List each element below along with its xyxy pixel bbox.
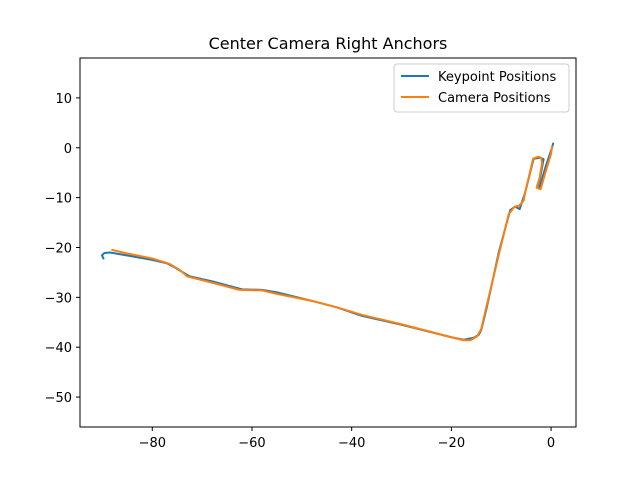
x-tick-label: −20 xyxy=(438,436,465,451)
legend-box xyxy=(393,63,570,113)
y-tick-label: −40 xyxy=(45,341,72,356)
plot-area xyxy=(80,58,576,427)
y-tick-label: −10 xyxy=(45,192,72,207)
y-tick-label: −20 xyxy=(45,241,72,256)
legend-label-camera: Camera Positions xyxy=(438,91,551,106)
x-tick-label: −40 xyxy=(338,436,365,451)
series-line-camera-positions xyxy=(111,145,554,342)
x-tick-label: −80 xyxy=(139,436,166,451)
x-tick-label: 0 xyxy=(547,436,555,451)
legend-label-keypoint: Keypoint Positions xyxy=(438,70,556,85)
y-tick-label: −50 xyxy=(45,391,72,406)
legend: Keypoint Positions Camera Positions xyxy=(393,63,570,113)
chart-title: Center Camera Right Anchors xyxy=(209,34,448,53)
axes-layer: −80 −60 −40 −20 0 10 0 −10 −20 −30 −40 −50 xyxy=(45,92,556,451)
plot-frame xyxy=(79,57,577,428)
y-tick-label: 10 xyxy=(55,92,72,107)
y-tick-label: −30 xyxy=(45,291,72,306)
x-tick-label: −60 xyxy=(238,436,265,451)
series-layer xyxy=(100,142,555,342)
y-tick-label: 0 xyxy=(64,142,72,157)
